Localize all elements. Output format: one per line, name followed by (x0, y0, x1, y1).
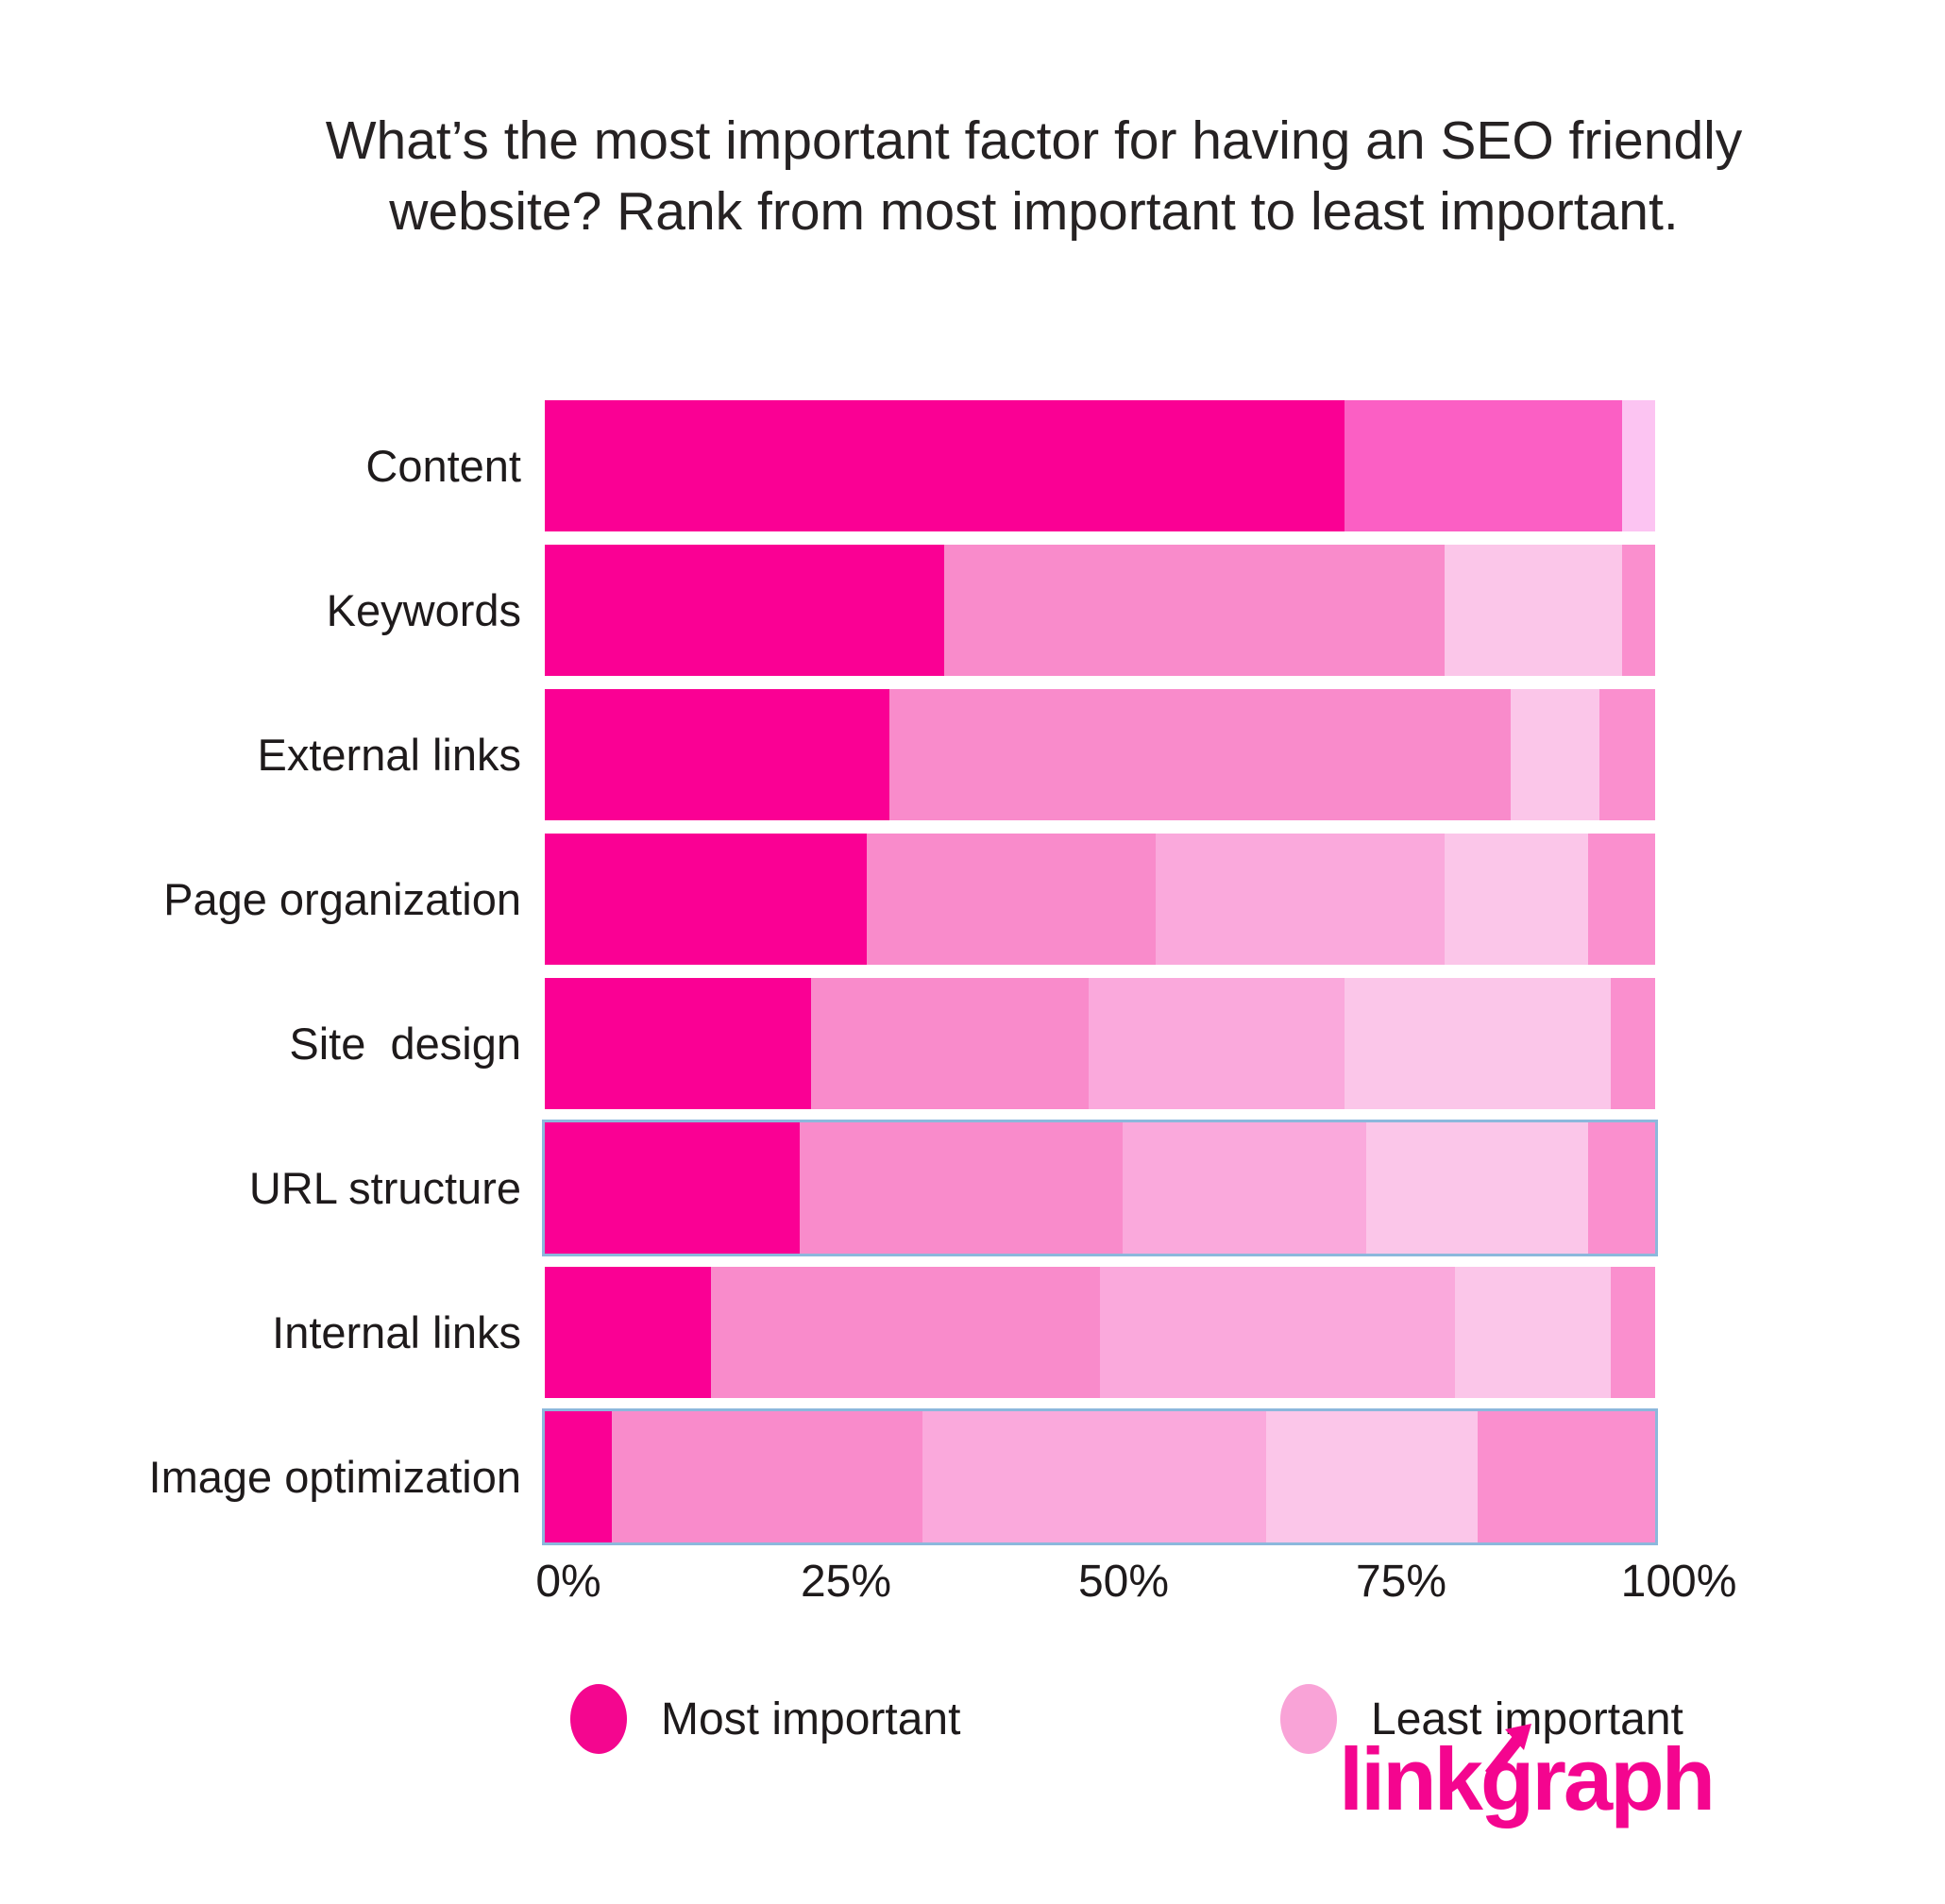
row-label: Image optimization (148, 1452, 521, 1502)
bar-segment-rank-5 (1610, 1267, 1655, 1398)
row-label: Internal links (272, 1307, 521, 1357)
x-axis-tick-label: 0% (535, 1557, 601, 1607)
x-axis-tick-label: 75% (1355, 1557, 1447, 1607)
bar-segment-rank-3 (1444, 545, 1622, 676)
bar-segment-rank-2 (1344, 400, 1622, 531)
legend-label-most-important: Most important (661, 1693, 961, 1744)
row-label: Keywords (326, 585, 521, 635)
bar-segment-rank-2 (800, 1122, 1123, 1254)
chart-row: URL structure (0, 1120, 1679, 1256)
row-label: Content (365, 441, 521, 491)
bar-segment-rank-1 (545, 689, 889, 820)
bar-segment-rank-1 (545, 834, 868, 965)
row-label: URL structure (248, 1163, 521, 1213)
bar-segment-rank-2 (944, 545, 1445, 676)
stacked-bar-chart: Content Keywords External links Page organi… (0, 400, 1679, 1556)
bar-segment-rank-1 (545, 978, 812, 1109)
legend-swatch-most-important (570, 1684, 627, 1754)
bar-track (545, 400, 1655, 531)
bar-segment-rank-1 (545, 1267, 712, 1398)
bar-track (545, 689, 1655, 820)
bar-segment-rank-2 (811, 978, 1090, 1109)
bar-segment-rank-3 (1511, 689, 1600, 820)
bar-segment-rank-2 (888, 689, 1512, 820)
row-label: External links (257, 730, 522, 780)
bar-segment-rank-1 (545, 545, 945, 676)
row-label: Site design (289, 1019, 521, 1069)
linkgraph-logo-text: linkgraph (1339, 1729, 1716, 1828)
linkgraph-logo: linkgraph (1339, 1724, 1716, 1824)
bar-segment-rank-4 (1599, 689, 1655, 820)
bar-segment-rank-1 (545, 1411, 612, 1542)
bar-track (545, 545, 1655, 676)
x-axis-tick-label: 100% (1620, 1557, 1737, 1607)
chart-title: What’s the most important factor for hav… (325, 110, 1743, 243)
bar-segment-rank-3 (922, 1411, 1267, 1542)
bar-segment-rank-5 (1588, 834, 1655, 965)
bar-track (542, 1120, 1658, 1256)
chart-row: Site design (0, 978, 1679, 1109)
bar-segment-rank-4 (1455, 1267, 1611, 1398)
bar-segment-rank-2 (711, 1267, 1100, 1398)
x-axis-tick-label: 50% (1077, 1557, 1170, 1607)
bar-segment-rank-3 (1155, 834, 1445, 965)
bar-segment-rank-5 (1610, 978, 1655, 1109)
x-axis-tick-label: 25% (800, 1557, 892, 1607)
chart-row: Keywords (0, 545, 1679, 676)
bar-track (542, 1408, 1658, 1545)
x-axis: 0% 25% 50% 75% 100% (535, 1556, 1736, 1612)
bar-segment-rank-2 (867, 834, 1156, 965)
chart-row: External links (0, 689, 1679, 820)
legend-item-most-important: Most important (570, 1682, 960, 1756)
bar-segment-rank-3 (1621, 400, 1655, 531)
bar-segment-rank-3 (1122, 1122, 1367, 1254)
bar-segment-rank-1 (545, 400, 1345, 531)
chart-row: Internal links (0, 1267, 1679, 1398)
legend-item-least-important: Least important (1280, 1682, 1683, 1756)
bar-track (545, 978, 1655, 1109)
chart-row: Content (0, 400, 1679, 531)
legend-swatch-least-important (1280, 1684, 1337, 1754)
bar-segment-rank-5 (1588, 1122, 1655, 1254)
bar-segment-rank-3 (1099, 1267, 1456, 1398)
bar-track (545, 1267, 1655, 1398)
logo-arrow-icon (1484, 1724, 1531, 1779)
bar-track (545, 834, 1655, 965)
row-label: Page organization (163, 874, 521, 924)
bar-segment-rank-4 (1621, 545, 1655, 676)
bar-segment-rank-5 (1477, 1411, 1655, 1542)
bar-segment-rank-4 (1444, 834, 1589, 965)
bar-segment-rank-4 (1344, 978, 1611, 1109)
bar-segment-rank-1 (545, 1122, 801, 1254)
chart-row: Image optimization (0, 1408, 1679, 1545)
bar-segment-rank-4 (1366, 1122, 1589, 1254)
bar-segment-rank-2 (611, 1411, 922, 1542)
chart-row: Page organization (0, 834, 1679, 965)
bar-segment-rank-3 (1089, 978, 1345, 1109)
bar-segment-rank-4 (1266, 1411, 1478, 1542)
